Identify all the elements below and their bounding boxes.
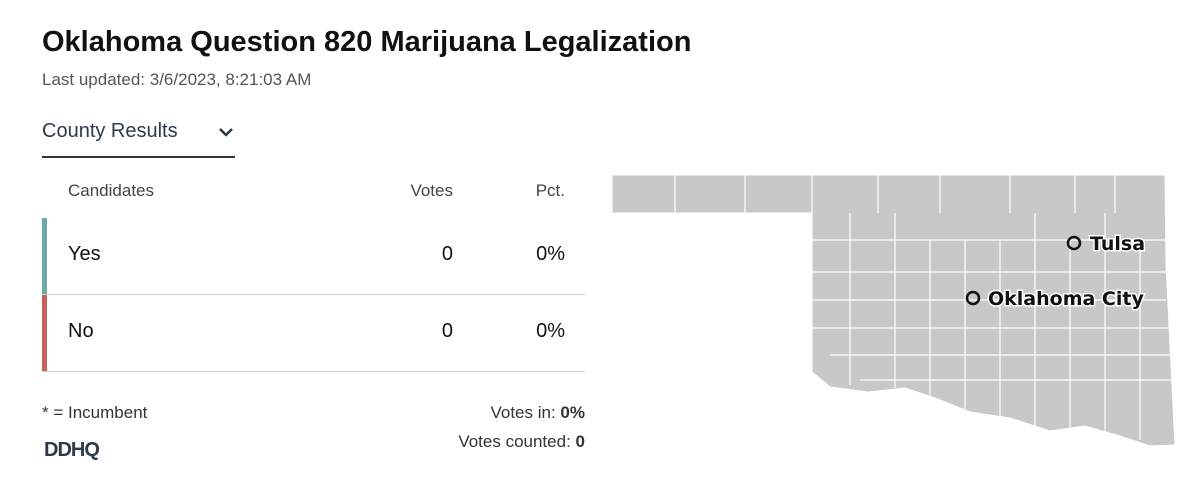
dropdown-label[interactable]: County Results	[42, 120, 178, 142]
value: 0%	[560, 403, 585, 422]
label: Votes in:	[490, 403, 556, 422]
value: 0	[575, 432, 585, 451]
state-shape	[611, 174, 1176, 447]
view-dropdown[interactable]: County Results	[42, 120, 235, 158]
result-row: Yes 0 0%	[42, 218, 585, 295]
county-lines	[674, 175, 1172, 440]
votes: 0	[441, 320, 453, 342]
city-label: Tulsa	[1090, 233, 1145, 255]
column-header: Votes	[410, 181, 453, 200]
result-row: No 0 0%	[42, 295, 585, 372]
pct: 0%	[536, 320, 565, 342]
city-label: Oklahoma City	[988, 288, 1144, 310]
last-updated: Last updated: 3/6/2023, 8:21:03 AM	[42, 70, 312, 89]
title: Oklahoma Question 820 Marijuana Legaliza…	[42, 26, 692, 58]
logo: DDHQ	[44, 439, 100, 461]
votes: 0	[441, 243, 453, 265]
pct: 0%	[536, 243, 565, 265]
row-color	[42, 295, 47, 371]
column-header: Candidates	[68, 181, 155, 200]
chevron[interactable]	[218, 126, 234, 138]
row-color	[42, 218, 47, 294]
candidate: Yes	[68, 243, 101, 265]
votes-in: Votes in: 0%	[490, 403, 585, 423]
votes-counted: Votes counted: 0	[458, 432, 585, 452]
city-marker	[1066, 235, 1082, 251]
footnote: * = Incumbent	[42, 403, 148, 422]
city-marker	[965, 290, 981, 306]
candidate: No	[68, 320, 94, 342]
label: Votes counted:	[458, 432, 571, 451]
column-header: Pct.	[535, 181, 565, 200]
